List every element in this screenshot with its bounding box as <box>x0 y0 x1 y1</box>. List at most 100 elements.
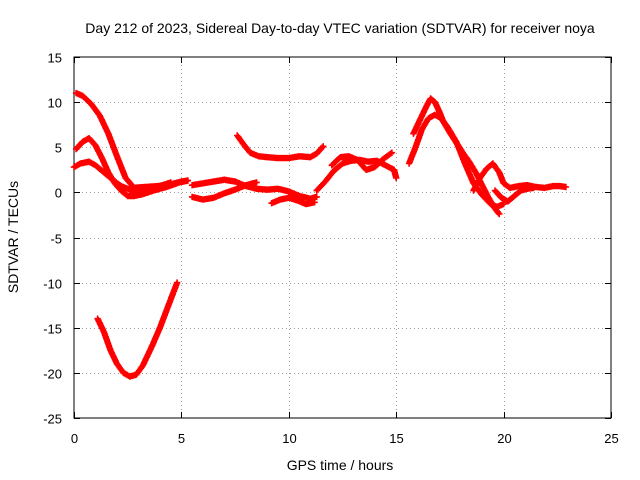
data-point <box>270 202 273 204</box>
data-point <box>159 327 161 329</box>
axis-ticks <box>74 57 612 419</box>
data-point <box>73 166 75 168</box>
data-point <box>257 155 260 158</box>
data-point <box>481 194 483 196</box>
data-point <box>526 188 528 190</box>
x-tick-label: 5 <box>178 431 185 446</box>
data-point <box>111 178 114 181</box>
data-point <box>502 203 505 205</box>
data-point <box>408 162 410 165</box>
data-point <box>513 195 516 197</box>
y-tick-label: -25 <box>43 412 62 427</box>
data-point <box>498 171 501 174</box>
data-point <box>81 95 84 97</box>
data-point <box>245 184 247 186</box>
data-point <box>309 156 312 158</box>
data-point <box>159 185 161 187</box>
data-point <box>202 198 204 201</box>
x-tick-label: 0 <box>71 431 78 446</box>
data-point <box>429 97 432 100</box>
data-point <box>120 185 123 187</box>
data-point <box>395 177 398 179</box>
data-point <box>120 189 123 192</box>
data-point <box>88 160 90 163</box>
x-tick-label: 25 <box>604 431 618 446</box>
data-point <box>116 363 118 365</box>
data-point <box>498 213 501 215</box>
data-point <box>212 180 215 183</box>
data-point <box>167 304 170 307</box>
series-arc-4 <box>94 279 181 380</box>
data-point <box>107 132 110 135</box>
data-point <box>288 190 290 193</box>
data-point <box>249 151 251 154</box>
data-point <box>255 188 258 190</box>
data-point <box>468 160 471 163</box>
grid <box>74 57 611 418</box>
data-point <box>434 101 436 103</box>
data-point <box>81 141 84 143</box>
data-point <box>223 192 226 195</box>
data-point <box>101 157 103 159</box>
data-point <box>242 143 245 146</box>
data-point <box>492 162 494 165</box>
data-point <box>373 166 376 168</box>
data-point <box>472 189 475 192</box>
series-arc-9 <box>313 156 400 194</box>
data-point <box>150 346 153 349</box>
x-tick-label: 10 <box>282 431 296 446</box>
data-point <box>496 206 499 208</box>
data-point <box>103 331 105 334</box>
data-point <box>365 169 367 171</box>
data-point <box>509 187 511 189</box>
data-point <box>543 187 546 189</box>
data-point <box>79 162 82 165</box>
series-arc-7 <box>234 132 327 162</box>
data-point <box>75 92 77 94</box>
data-point <box>96 317 99 320</box>
data-point <box>552 185 554 187</box>
y-tick-label: -5 <box>50 232 62 247</box>
data-point <box>315 196 318 198</box>
data-point <box>322 145 325 148</box>
data-point <box>455 141 458 143</box>
plot-area-frame <box>73 56 612 419</box>
x-tick-label: 15 <box>389 431 403 446</box>
data-point <box>333 169 335 172</box>
data-point <box>133 195 135 197</box>
data-point <box>356 159 359 161</box>
series-arc-8 <box>268 194 318 208</box>
data-point <box>391 151 393 154</box>
data-point-markers <box>234 132 327 162</box>
data-point <box>126 195 129 197</box>
data-point <box>94 144 97 147</box>
data-point <box>296 199 299 202</box>
data-point <box>367 160 370 163</box>
data-point <box>129 375 131 378</box>
series-arc-14 <box>491 184 537 205</box>
data-point <box>255 181 258 184</box>
data-point <box>421 128 423 130</box>
data-point <box>315 152 318 155</box>
data-point <box>339 156 342 158</box>
data-point <box>517 185 520 187</box>
data-point <box>298 155 301 158</box>
series-arc-3 <box>70 158 174 194</box>
data-point <box>479 177 481 179</box>
y-tick-label: 5 <box>55 141 62 156</box>
y-tick-label: 15 <box>48 51 62 66</box>
data-point <box>474 171 477 174</box>
data-point <box>425 105 428 108</box>
data-point <box>434 114 436 116</box>
y-tick-label: 0 <box>55 186 62 201</box>
data-point <box>393 169 395 171</box>
data-point <box>507 200 509 203</box>
data-point <box>141 193 144 195</box>
data-point <box>412 132 415 135</box>
data-point <box>236 134 238 137</box>
data-point <box>169 181 172 184</box>
series-arc-12 <box>405 111 507 210</box>
data-point <box>88 137 90 139</box>
data-point <box>277 157 279 159</box>
data-point <box>348 155 350 158</box>
